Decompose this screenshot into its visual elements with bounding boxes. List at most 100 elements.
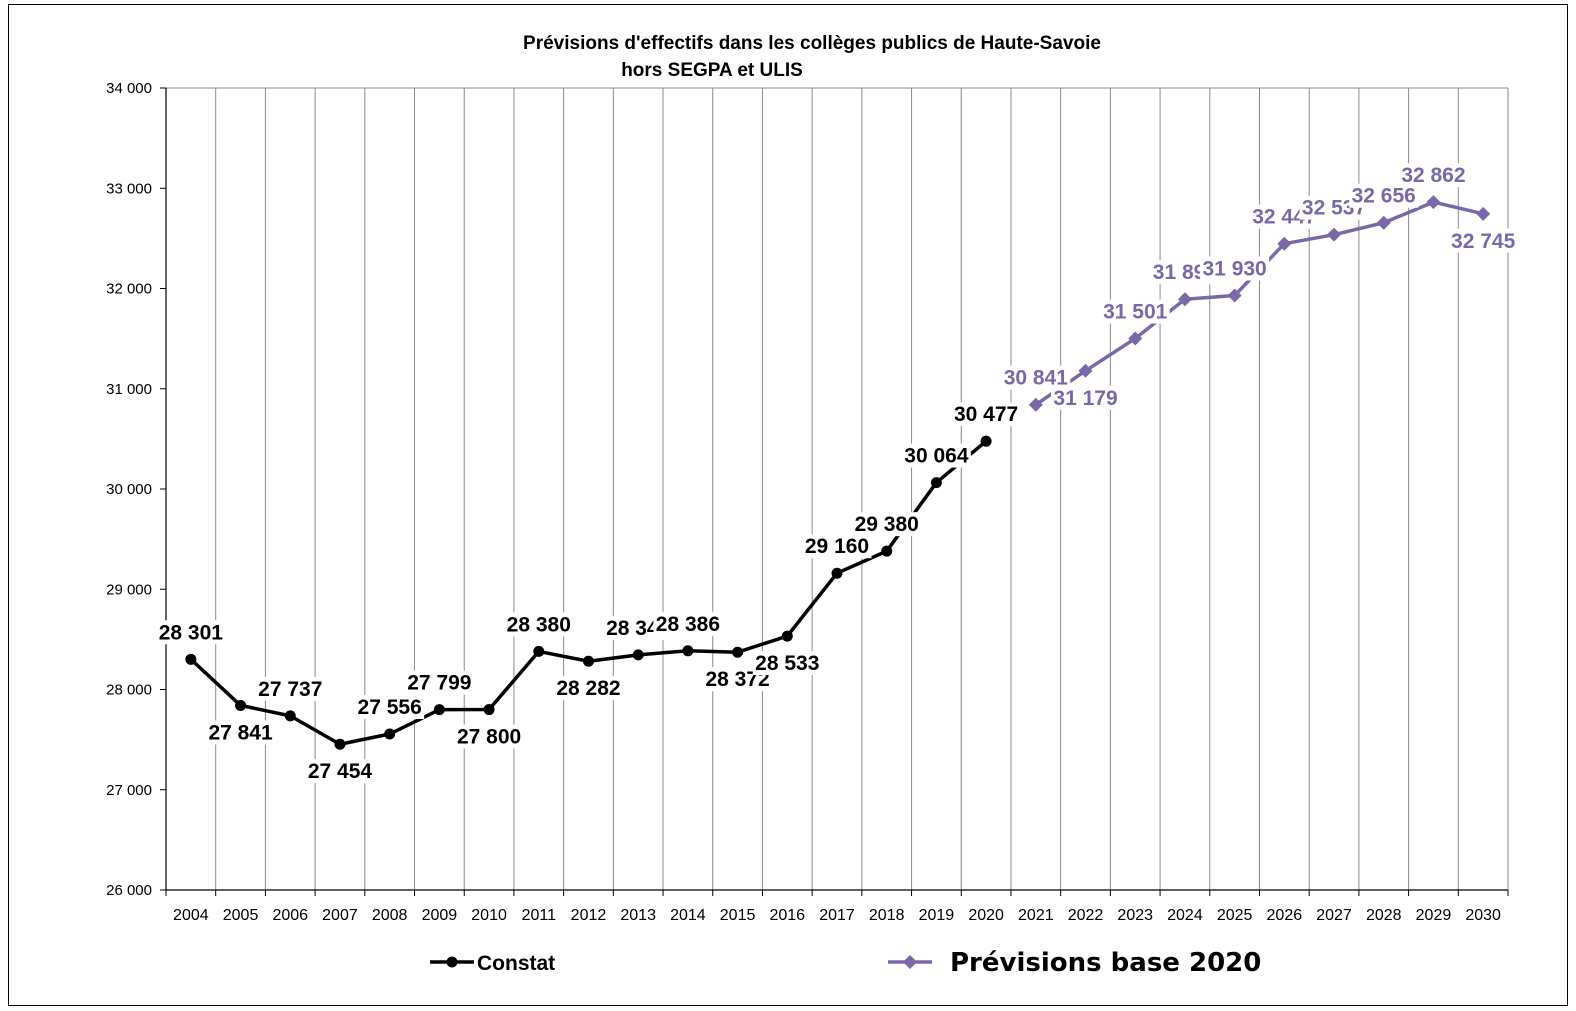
data-label-background <box>553 676 623 701</box>
x-tick-label: 2008 <box>372 907 408 924</box>
legend-constat-marker <box>446 956 458 968</box>
constat-data-label: 29 380 <box>855 513 919 536</box>
previsions-point <box>1227 288 1242 303</box>
data-label-background <box>951 402 1021 427</box>
constat-data-label: 27 800 <box>457 726 521 749</box>
x-tick-label: 2021 <box>1018 907 1054 924</box>
chart-title-line-1: Prévisions d'effectifs dans les collèges… <box>523 33 1101 54</box>
previsions-point <box>1078 363 1093 378</box>
y-tick-label: 33 000 <box>106 180 152 197</box>
data-label-background <box>901 443 971 468</box>
previsions-data-label: 31 179 <box>1053 387 1117 410</box>
constat-point <box>483 704 495 716</box>
x-tick-label: 2024 <box>1167 907 1203 924</box>
constat-point <box>682 645 694 657</box>
data-label-background <box>752 651 822 676</box>
previsions-data-label: 31 930 <box>1203 258 1267 281</box>
constat-point <box>632 649 644 661</box>
x-tick-label: 2015 <box>720 907 756 924</box>
data-label-background <box>1100 299 1170 324</box>
constat-data-label: 27 454 <box>308 760 373 783</box>
previsions-data-label: 32 745 <box>1451 230 1516 253</box>
legend-constat-label: Constat <box>477 952 555 975</box>
previsions-data-label: 32 656 <box>1352 185 1416 208</box>
data-label-background <box>206 720 276 745</box>
x-tick-label: 2012 <box>571 907 607 924</box>
constat-point <box>781 630 793 642</box>
data-label-background <box>156 620 226 645</box>
data-label-background <box>255 676 325 701</box>
data-label-background <box>1001 365 1071 390</box>
y-tick-label: 31 000 <box>106 381 152 398</box>
constat-point <box>732 646 744 658</box>
constat-data-label: 28 282 <box>556 677 620 700</box>
constat-point <box>930 477 942 489</box>
constat-data-label: 28 380 <box>507 613 571 636</box>
data-label-background <box>355 695 425 720</box>
previsions-point <box>1177 292 1192 307</box>
constat-data-label: 28 301 <box>159 621 224 644</box>
x-tick-label: 2026 <box>1267 907 1303 924</box>
data-label-background <box>802 534 872 559</box>
constat-point <box>533 645 545 657</box>
x-tick-label: 2029 <box>1416 907 1452 924</box>
x-tick-label: 2018 <box>869 907 905 924</box>
constat-point <box>433 704 445 716</box>
y-tick-label: 30 000 <box>106 481 152 498</box>
constat-point <box>235 699 247 711</box>
y-tick-label: 32 000 <box>106 281 152 298</box>
x-tick-label: 2027 <box>1316 907 1352 924</box>
data-label-background <box>454 724 524 749</box>
data-label-background <box>1200 256 1270 281</box>
y-tick-label: 27 000 <box>106 782 152 799</box>
x-tick-label: 2007 <box>322 907 358 924</box>
data-label-background <box>852 512 922 537</box>
constat-data-label: 27 841 <box>208 721 273 744</box>
x-tick-label: 2009 <box>422 907 458 924</box>
constat-point <box>384 728 396 740</box>
previsions-point <box>1327 227 1342 242</box>
constat-data-label: 28 386 <box>656 613 720 636</box>
legend-previsions-marker <box>903 955 917 969</box>
constat-data-label: 30 064 <box>904 445 969 468</box>
constat-point <box>881 545 893 557</box>
x-tick-label: 2030 <box>1465 907 1501 924</box>
constat-data-label: 27 799 <box>407 672 471 695</box>
previsions-point <box>1476 206 1491 221</box>
x-tick-label: 2017 <box>819 907 855 924</box>
data-label-background <box>1349 183 1419 208</box>
constat-data-label: 28 533 <box>755 652 819 675</box>
chart-frame <box>8 4 1568 1006</box>
constat-point <box>284 710 296 722</box>
x-tick-label: 2019 <box>919 907 955 924</box>
y-tick-label: 28 000 <box>106 682 152 699</box>
data-label-background <box>1448 228 1518 253</box>
x-tick-label: 2016 <box>769 907 805 924</box>
x-tick-label: 2022 <box>1068 907 1104 924</box>
previsions-data-label: 32 862 <box>1401 164 1465 187</box>
chart-title-line-2: hors SEGPA et ULIS <box>621 60 803 81</box>
constat-point <box>980 435 992 447</box>
previsions-data-label: 31 501 <box>1103 301 1168 324</box>
x-tick-label: 2005 <box>223 907 259 924</box>
x-tick-label: 2006 <box>272 907 308 924</box>
previsions-point <box>1376 215 1391 230</box>
axes: 26 000 27 000 28 000 29 000 30 000 31 000 32 0… <box>106 80 1509 924</box>
x-tick-label: 2014 <box>670 907 706 924</box>
constat-point <box>334 738 346 750</box>
y-tick-label: 26 000 <box>106 882 152 899</box>
x-tick-label: 2010 <box>471 907 507 924</box>
x-tick-label: 2004 <box>173 907 209 924</box>
y-tick-label: 34 000 <box>106 80 152 97</box>
data-label-background <box>653 611 723 636</box>
constat-data-label: 27 556 <box>358 696 422 719</box>
x-tick-label: 2028 <box>1366 907 1402 924</box>
previsions-point <box>1028 397 1043 412</box>
legend-previsions-label: Prévisions base 2020 <box>950 948 1261 978</box>
data-label-background <box>504 612 574 637</box>
x-tick-label: 2013 <box>620 907 656 924</box>
series-group <box>185 195 1491 750</box>
y-tick-label: 29 000 <box>106 581 152 598</box>
